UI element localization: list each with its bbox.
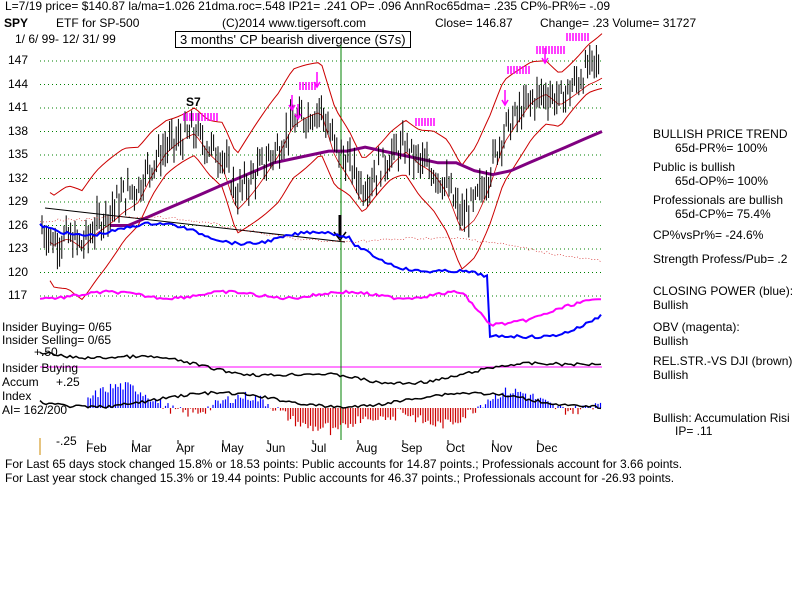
month-label: Sep	[401, 441, 423, 455]
y-tick-label: 120	[8, 264, 29, 279]
sell-arrow-head	[288, 104, 296, 112]
close-value: Close= 146.87	[435, 16, 513, 30]
panel-2-value: 65d-CP%= 75.4%	[675, 207, 771, 221]
y-tick-label: 135	[8, 147, 29, 161]
month-label: Mar	[131, 441, 152, 455]
y-tick-label: 141	[8, 100, 29, 114]
obv-line	[39, 289, 601, 327]
panel-7-title: REL.STR.-VS DJI (brown)	[653, 354, 793, 368]
price-bars	[41, 44, 600, 270]
bands	[49, 33, 603, 301]
month-label: Feb	[86, 441, 107, 455]
panel-7-value: Bullish	[653, 368, 689, 382]
panel-1-title: Public is bullish	[653, 160, 736, 174]
boxed-title: 3 months' CP bearish divergence (S7s)	[175, 31, 411, 48]
panel-6-value: Bullish	[653, 334, 689, 348]
footer-line2: For Last year stock changed 15.3% or 19.…	[5, 471, 675, 485]
index-label: Index	[2, 389, 32, 403]
accum-plus25: +.25	[56, 375, 80, 389]
accum-ma-line	[39, 390, 602, 410]
accum-minus25: -.25	[56, 434, 77, 448]
panel-5-title: CLOSING POWER (blue):	[653, 284, 794, 298]
date-range: 1/ 6/ 99- 12/ 31/ 99	[15, 32, 116, 46]
panel-5-value: Bullish	[653, 298, 689, 312]
sell-arrow-head	[294, 113, 302, 121]
change-volume: Change= .23 Volume= 31727	[540, 16, 697, 30]
panel-6-title: OBV (magenta):	[653, 320, 740, 334]
y-tick-label: 147	[8, 53, 29, 67]
copyright: (C)2014 www.tigersoft.com	[222, 16, 367, 30]
panel-0-value: 65d-PR%= 100%	[675, 141, 768, 155]
trend-line	[44, 207, 346, 243]
panel-0-title: BULLISH PRICE TREND	[653, 127, 788, 141]
accum-label: Accum	[2, 375, 39, 389]
y-tick-label: 126	[8, 217, 29, 232]
closing-power-line	[39, 221, 602, 340]
y-tick-label: 138	[8, 123, 29, 138]
panel-3-title: CP%vsPr%= -24.6%	[653, 228, 764, 242]
accumulation-index	[39, 382, 602, 436]
grid	[39, 45, 602, 455]
insider-buying-label: Insider Buying	[2, 361, 79, 375]
footer-line1: For Last 65 days stock changed 15.8% or …	[5, 457, 683, 471]
ai-value: AI= 162/200	[2, 403, 68, 417]
y-tick-label: 129	[8, 194, 29, 208]
header-line1: L=7/19 price= $140.87 la/ma=1.026 21dma.…	[5, 0, 611, 13]
sell-arrow-head	[541, 57, 549, 65]
month-label: Aug	[356, 441, 378, 455]
month-label: Jun	[266, 441, 286, 455]
month-label: Oct	[446, 441, 465, 455]
lower-band	[49, 87, 603, 301]
month-label: Dec	[536, 441, 558, 455]
chart	[39, 33, 603, 455]
etf-label: ETF for SP-500	[56, 16, 140, 30]
month-label: Apr	[176, 441, 195, 455]
panel-2-title: Professionals are bullish	[653, 193, 784, 207]
y-tick-label: 132	[8, 170, 29, 185]
month-label: Jul	[311, 441, 327, 455]
month-label: Nov	[491, 441, 513, 455]
signal-label: S7	[186, 95, 201, 109]
sell-arrow-head	[313, 81, 321, 89]
y-tick-label: 123	[8, 241, 29, 255]
rel-str-line	[39, 351, 602, 385]
ticker: SPY	[4, 16, 29, 30]
panel-1-value: 65d-OP%= 100%	[675, 174, 769, 188]
panel-8-title: Bullish: Accumulation Risi	[653, 411, 790, 425]
accum-plus50: +.50	[34, 345, 58, 359]
insider-selling: Insider Selling= 0/65	[2, 333, 112, 347]
sell-arrow-head	[501, 99, 509, 107]
panel-8-value: IP= .11	[675, 424, 713, 438]
month-label: May	[221, 441, 244, 455]
indicators	[39, 215, 602, 385]
ma65-line	[110, 130, 603, 227]
insider-buying: Insider Buying= 0/65	[2, 320, 112, 334]
y-tick-label: 117	[8, 288, 28, 302]
y-tick-label: 144	[8, 76, 29, 91]
panel-4-title: Strength Profess/Pub= .2	[653, 252, 788, 266]
signals	[183, 33, 589, 126]
upper-band	[49, 33, 603, 196]
